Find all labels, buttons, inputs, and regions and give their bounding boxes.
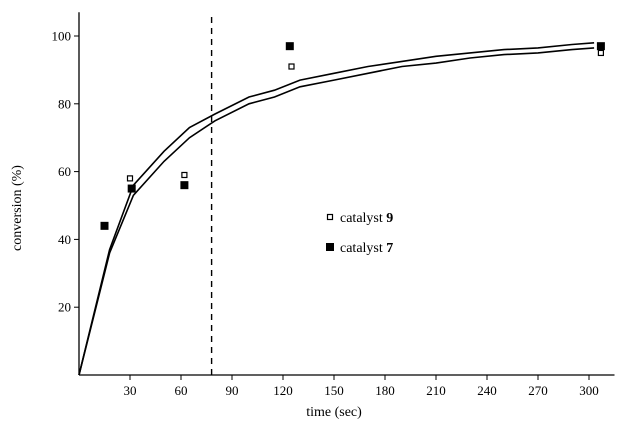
fit-curve-line bbox=[78, 47, 595, 376]
fit-curve-line bbox=[78, 42, 595, 376]
y-tick-label: 60 bbox=[58, 164, 71, 179]
x-axis-label: time (sec) bbox=[306, 405, 362, 420]
x-tick-label: 30 bbox=[124, 383, 137, 398]
catalyst-7-point bbox=[180, 181, 189, 190]
catalyst-7-point bbox=[127, 184, 136, 193]
x-tick-label: 60 bbox=[175, 383, 188, 398]
catalyst-9-point bbox=[126, 175, 134, 182]
data-points bbox=[100, 42, 605, 230]
axes: 30 60 90 120 150 180 210 240 270 300 20 40 60 80 100 ti… bbox=[10, 12, 615, 420]
x-tick-label: 240 bbox=[477, 383, 497, 398]
y-tick-label: 100 bbox=[52, 29, 72, 44]
legend-label: catalyst 7 bbox=[340, 241, 393, 256]
catalyst-7-point bbox=[596, 42, 605, 51]
catalyst-9-point bbox=[288, 63, 295, 70]
x-tick-label: 270 bbox=[528, 383, 548, 398]
x-tick-label: 150 bbox=[324, 383, 344, 398]
y-tick-label: 20 bbox=[58, 300, 71, 315]
catalyst-9-point bbox=[181, 171, 188, 179]
fit-curves bbox=[78, 42, 595, 376]
x-tick-label: 300 bbox=[579, 383, 599, 398]
legend: catalyst 9 catalyst 7 bbox=[326, 211, 393, 256]
x-tick-label: 180 bbox=[375, 383, 395, 398]
y-tick-label: 40 bbox=[58, 232, 71, 247]
x-tick-label: 210 bbox=[426, 383, 446, 398]
x-tick-label: 120 bbox=[273, 383, 293, 398]
legend-marker-catalyst-9 bbox=[326, 213, 334, 221]
legend-label: catalyst 9 bbox=[340, 211, 393, 226]
catalyst-7-point bbox=[285, 42, 294, 51]
catalyst-9-point bbox=[597, 49, 605, 57]
legend-marker-catalyst-7 bbox=[326, 243, 334, 251]
catalyst-7-point bbox=[100, 221, 109, 230]
y-tick-label: 80 bbox=[58, 96, 71, 111]
x-tick-label: 90 bbox=[226, 383, 239, 398]
y-axis-label: conversion (%) bbox=[10, 165, 25, 251]
